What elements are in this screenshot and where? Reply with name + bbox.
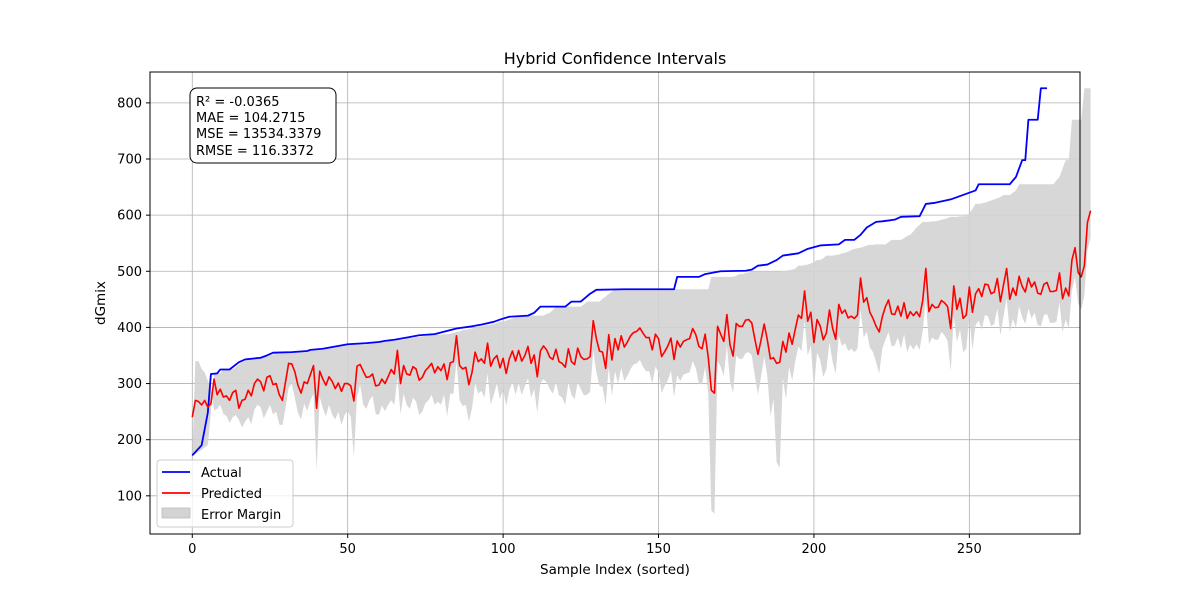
y-tick-label-2: 300 [117, 377, 142, 392]
x-tick-label-4: 200 [802, 542, 827, 557]
x-tick-label-0: 0 [188, 542, 196, 557]
y-tick-label-0: 100 [117, 489, 142, 504]
metrics-box-frame [189, 87, 337, 164]
ticks: 0 50 100 150 200 250 100 200 300 400 500 600 700 800 [117, 96, 982, 557]
actual-line [191, 87, 1048, 457]
x-tick-label-2: 100 [491, 542, 516, 557]
metrics-box: R² = -0.0365 MAE = 104.2715 MSE = 13534.… [189, 87, 337, 164]
legend: Actual Predicted Error Margin [156, 459, 294, 528]
y-axis-label: dGmix [93, 281, 109, 325]
y-tick-label-3: 400 [117, 321, 142, 336]
metric-mae: MAE = 104.2715 [196, 111, 306, 126]
predicted-line [191, 210, 1092, 418]
x-tick-label-1: 50 [339, 542, 356, 557]
legend-label-error-margin: Error Margin [201, 508, 281, 523]
y-tick-label-7: 800 [117, 96, 142, 111]
x-tick-label-5: 250 [957, 542, 982, 557]
legend-swatch-error-margin [161, 507, 191, 519]
metric-mse: MSE = 13534.3379 [196, 127, 321, 142]
metric-r2: R² = -0.0365 [196, 95, 280, 110]
y-tick-label-5: 600 [117, 209, 142, 224]
x-tick-label-3: 150 [646, 542, 671, 557]
legend-label-predicted: Predicted [201, 487, 262, 502]
metric-rmse: RMSE = 116.3372 [196, 144, 314, 159]
legend-frame [156, 459, 294, 528]
y-tick-label-1: 200 [117, 433, 142, 448]
y-tick-label-6: 700 [117, 153, 142, 168]
chart-title: Hybrid Confidence Intervals [504, 49, 727, 68]
plot-area [191, 87, 1092, 514]
x-axis-label: Sample Index (sorted) [540, 562, 690, 578]
axes-frame [149, 71, 1081, 535]
legend-label-actual: Actual [201, 466, 242, 481]
error-margin-band [192, 88, 1091, 514]
y-tick-label-4: 500 [117, 265, 142, 280]
